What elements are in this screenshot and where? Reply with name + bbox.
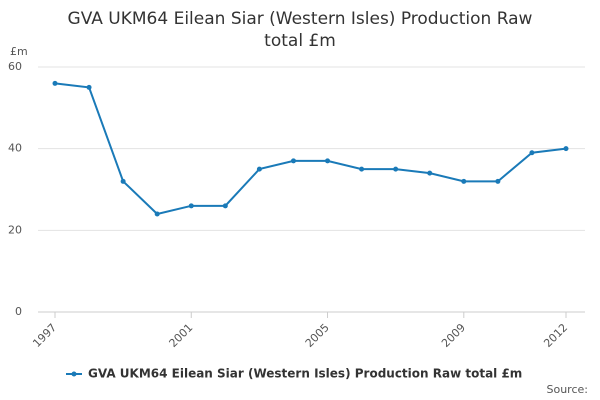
point — [359, 166, 365, 172]
y-tick-label: 60 — [8, 60, 22, 73]
line — [54, 82, 567, 216]
point — [290, 158, 296, 164]
point — [52, 80, 58, 86]
point — [120, 178, 126, 184]
x-tick-label: 2009 — [439, 321, 468, 350]
source: Source: — [547, 383, 589, 396]
x-tick-label: 2005 — [303, 321, 332, 350]
y-tick-label: 0 — [15, 305, 22, 318]
point — [188, 203, 194, 209]
y-axis-label: £m — [10, 45, 28, 58]
point — [529, 150, 535, 156]
x-tick-label: 1997 — [30, 321, 59, 350]
point — [461, 178, 467, 184]
x-tick-label: 2001 — [167, 321, 196, 350]
point — [563, 146, 569, 152]
point — [86, 84, 92, 90]
chart-title: GVA UKM64 Eilean Siar (Western Isles) Pr… — [67, 9, 533, 51]
point — [393, 166, 399, 172]
legend-symbol — [71, 371, 77, 377]
x-tick-label: 2012 — [541, 321, 570, 350]
legend-label: GVA UKM64 Eilean Siar (Western Isles) Pr… — [88, 367, 522, 381]
point — [256, 166, 262, 172]
point — [325, 158, 331, 164]
point — [427, 170, 433, 176]
point — [495, 178, 501, 184]
y-tick-label: 40 — [8, 142, 22, 155]
point — [222, 203, 228, 209]
point — [154, 211, 160, 217]
y-tick-label: 20 — [8, 223, 22, 236]
